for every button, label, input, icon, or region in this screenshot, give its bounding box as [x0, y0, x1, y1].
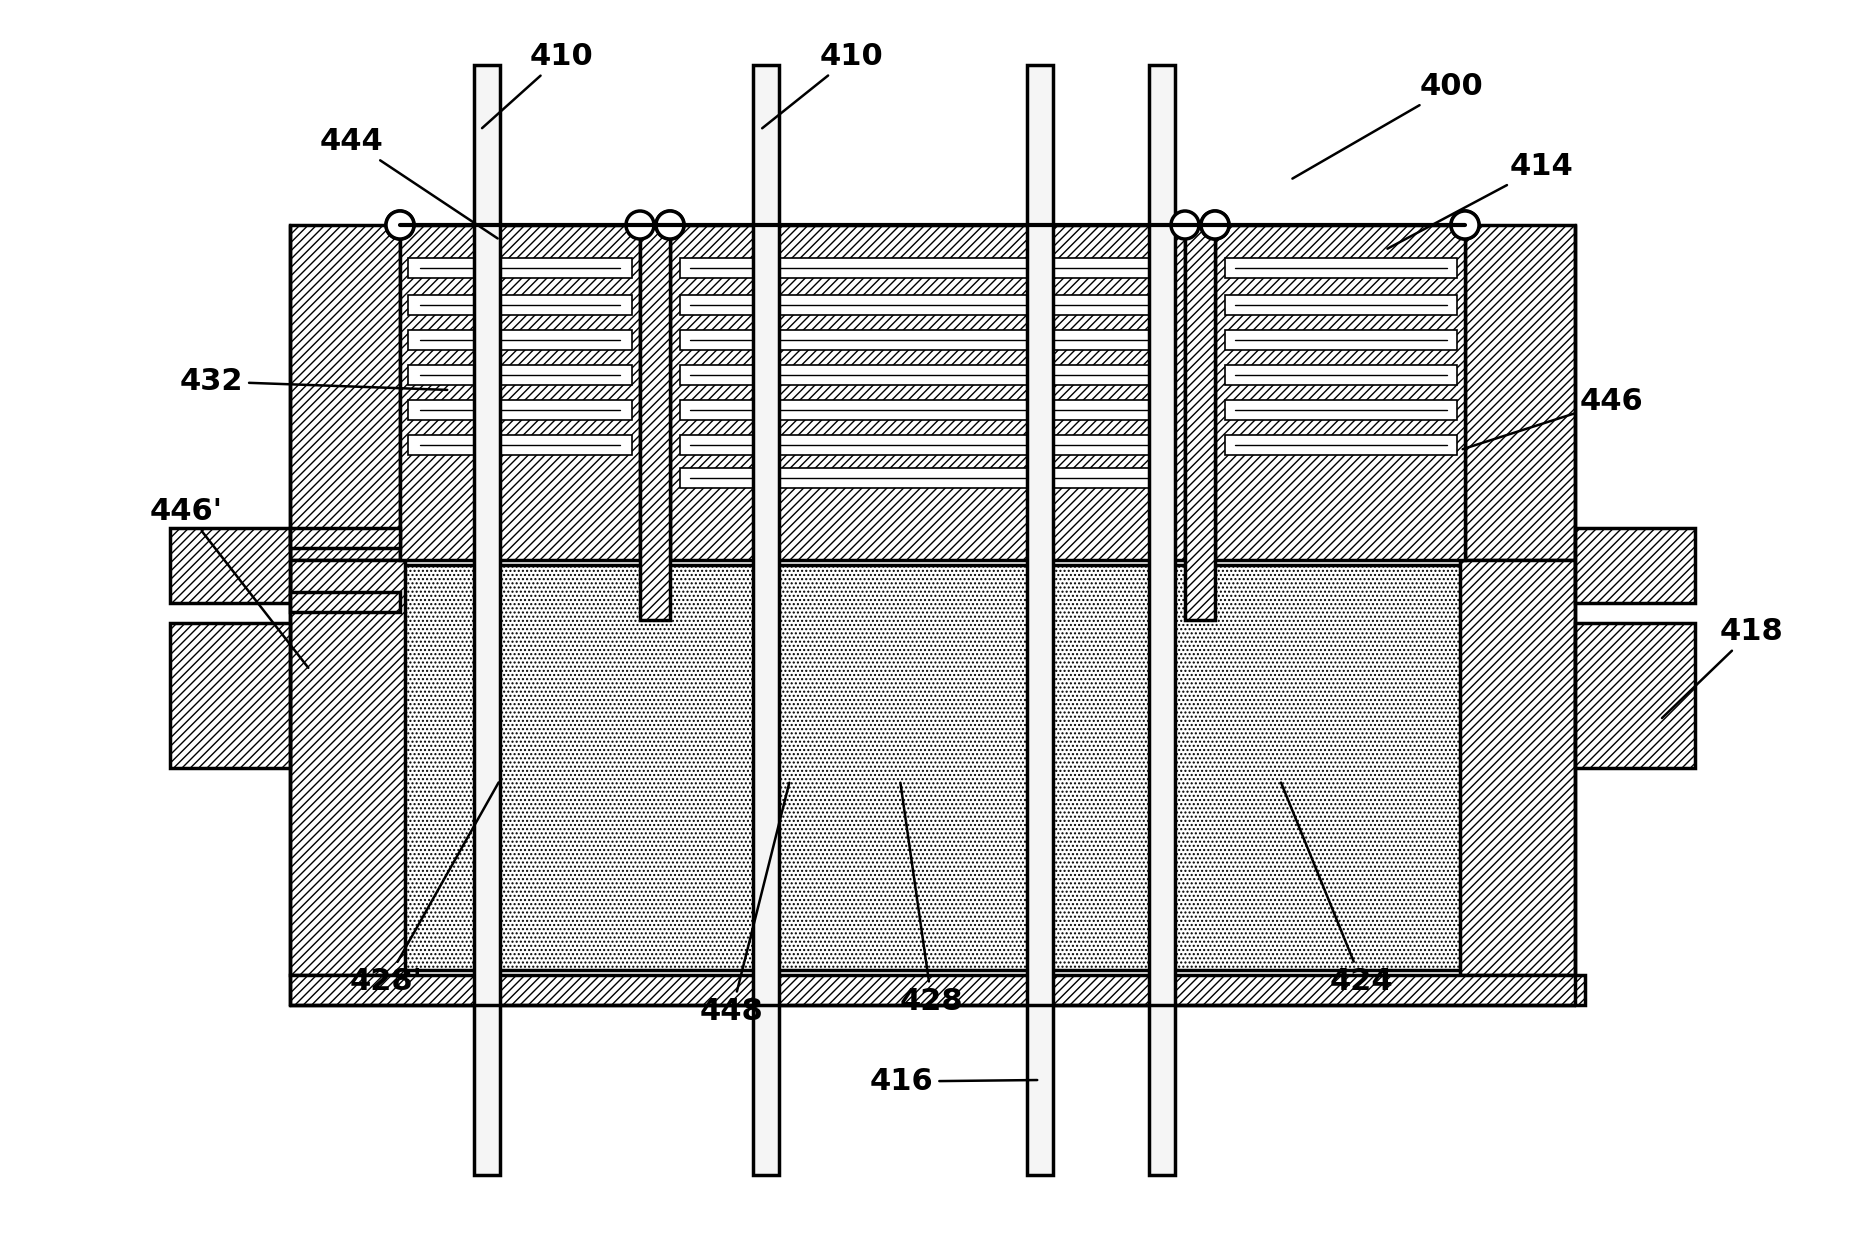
Text: 416: 416: [869, 1068, 1036, 1096]
Bar: [680, 330, 1174, 350]
Bar: [1225, 435, 1456, 455]
Text: 410: 410: [481, 42, 593, 129]
Bar: [680, 468, 1174, 489]
Bar: [408, 294, 632, 315]
Circle shape: [656, 212, 684, 239]
Bar: [399, 225, 639, 560]
Text: 448: 448: [699, 783, 788, 1025]
Bar: [1225, 259, 1456, 278]
Text: 432: 432: [181, 367, 447, 396]
Text: 418: 418: [1661, 617, 1782, 717]
Bar: [289, 593, 399, 612]
Bar: [1225, 294, 1456, 315]
Bar: [289, 560, 404, 975]
Bar: [680, 435, 1174, 455]
Bar: [408, 330, 632, 350]
Bar: [753, 66, 779, 1175]
Text: 446': 446': [149, 497, 308, 668]
Bar: [408, 400, 632, 421]
Circle shape: [1450, 212, 1478, 239]
Bar: [289, 975, 1584, 1004]
Text: 446: 446: [1461, 387, 1642, 449]
Circle shape: [386, 212, 414, 239]
Bar: [408, 435, 632, 455]
Circle shape: [1200, 212, 1228, 239]
Bar: [1213, 225, 1465, 560]
Text: 424: 424: [1281, 783, 1392, 996]
Bar: [408, 365, 632, 385]
Text: 410: 410: [762, 42, 884, 129]
Text: 428: 428: [900, 783, 964, 1016]
Bar: [680, 365, 1174, 385]
Circle shape: [386, 212, 414, 239]
Bar: [289, 225, 399, 560]
Circle shape: [1450, 212, 1478, 239]
Bar: [1225, 365, 1456, 385]
Bar: [473, 66, 500, 1175]
Bar: [1184, 225, 1213, 620]
Bar: [1225, 400, 1456, 421]
Bar: [639, 225, 669, 620]
Bar: [1148, 66, 1174, 1175]
Bar: [170, 623, 289, 768]
Bar: [399, 565, 1465, 970]
Circle shape: [656, 212, 684, 239]
Bar: [408, 259, 632, 278]
Bar: [680, 294, 1174, 315]
Bar: [1465, 225, 1575, 560]
Circle shape: [1200, 212, 1228, 239]
Bar: [1027, 66, 1053, 1175]
Bar: [1575, 623, 1694, 768]
Circle shape: [1171, 212, 1199, 239]
Bar: [680, 259, 1174, 278]
Text: 400: 400: [1292, 72, 1484, 178]
Bar: [170, 528, 289, 602]
Text: 428': 428': [350, 783, 498, 996]
Text: 414: 414: [1387, 152, 1573, 249]
Bar: [680, 400, 1174, 421]
Bar: [669, 225, 1184, 560]
Bar: [1225, 330, 1456, 350]
Bar: [1460, 560, 1575, 975]
Bar: [1575, 528, 1694, 602]
Circle shape: [626, 212, 654, 239]
Bar: [289, 528, 399, 548]
Text: 444: 444: [321, 127, 498, 239]
